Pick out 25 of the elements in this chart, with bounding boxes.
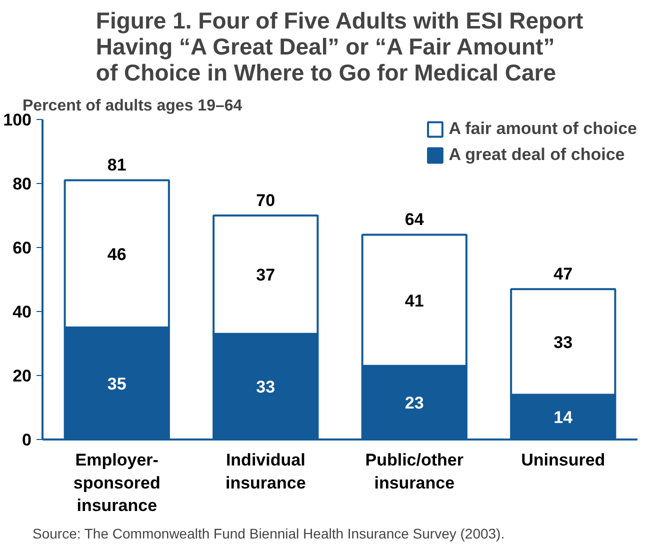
x-tick-label: Public/other insurance xyxy=(365,450,464,492)
y-tick-label: 60 xyxy=(12,238,32,258)
data-label: 46 xyxy=(107,244,126,264)
data-label: 35 xyxy=(107,374,126,394)
total-label: 64 xyxy=(404,210,424,230)
data-label: 23 xyxy=(404,394,424,413)
data-label: 33 xyxy=(256,378,276,397)
y-tick-label: 40 xyxy=(12,302,32,322)
legend-label: A fair amount of choice xyxy=(448,119,637,139)
chart-title: Figure 1. Four of Five Adults with ESI Report Having “A Great Deal” or “A Fair Amount” of Choice in Where to Go for Medical Care xyxy=(96,8,584,86)
total-label: 70 xyxy=(256,190,276,210)
y-tick-label: 20 xyxy=(12,366,32,386)
y-tick-label: 0 xyxy=(22,430,32,450)
total-label: 81 xyxy=(107,156,126,175)
x-tick-label: Uninsured xyxy=(521,450,606,470)
y-tick-label: 80 xyxy=(12,174,32,194)
total-label: 47 xyxy=(554,264,573,284)
source-note: Source: The Commonwealth Fund Biennial Health Insurance Survey (2003). xyxy=(32,526,505,542)
data-label: 37 xyxy=(256,266,276,285)
x-tick-label: Employer- sponsored insurance xyxy=(73,450,160,516)
data-label: 14 xyxy=(554,408,574,428)
data-label: 33 xyxy=(554,332,573,352)
data-label: 41 xyxy=(404,291,424,310)
x-tick-label: Individual insurance xyxy=(225,450,306,492)
legend-label: A great deal of choice xyxy=(448,145,625,165)
